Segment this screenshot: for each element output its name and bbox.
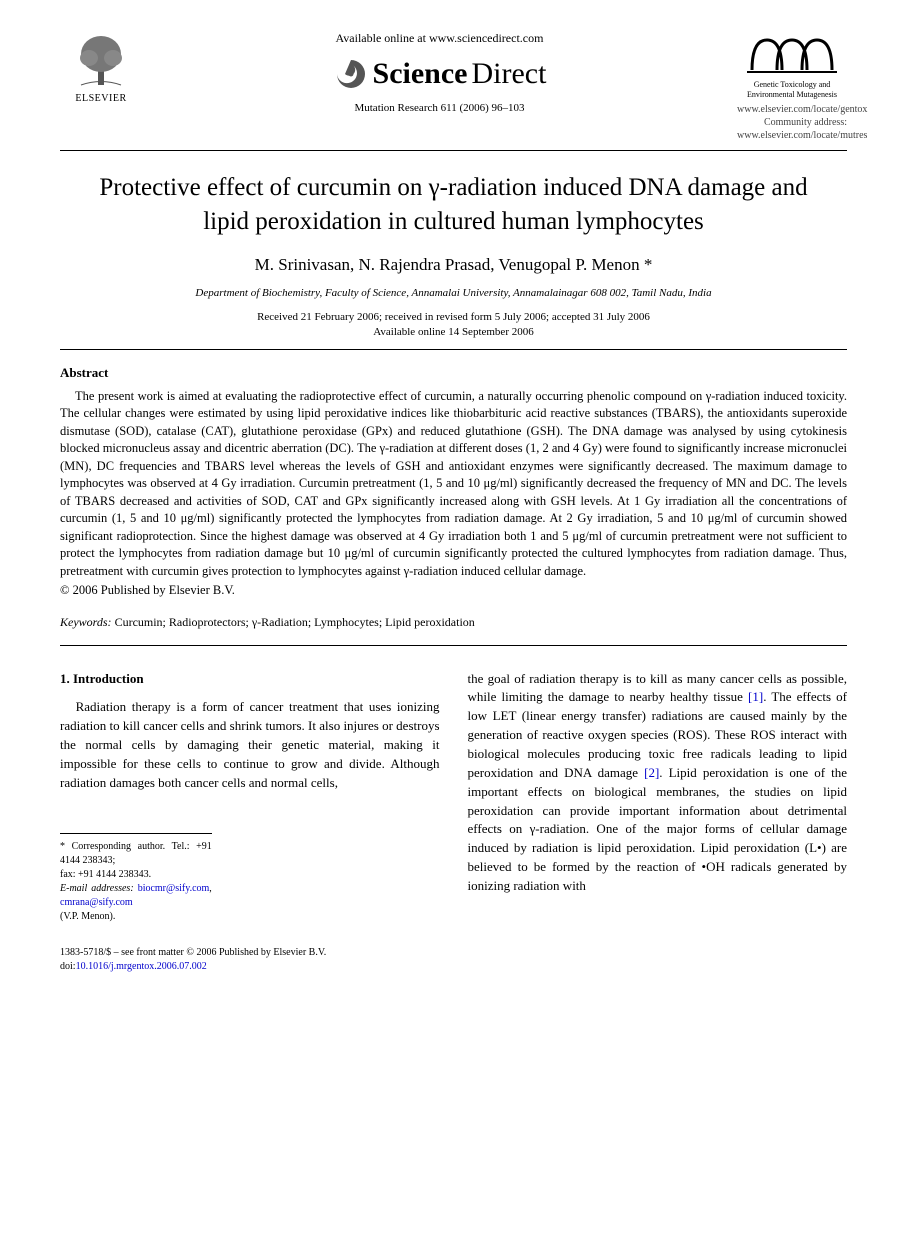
section-1-heading: 1. Introduction	[60, 670, 440, 689]
dates-received: Received 21 February 2006; received in r…	[60, 310, 847, 325]
doi-line: doi:10.1016/j.mrgentox.2006.07.002	[60, 960, 440, 974]
journal-url-2-label: Community address:	[764, 117, 847, 128]
footnote-corresponding: * Corresponding author. Tel.: +91 4144 2…	[60, 840, 212, 868]
intro-right-frag3: . Lipid peroxidation is one of the impor…	[468, 765, 848, 893]
sd-available-text: Available online at www.sciencedirect.co…	[142, 30, 737, 47]
footnote-email-sep: ,	[209, 883, 212, 894]
corresponding-mark: *	[644, 255, 653, 274]
footnote-fax: fax: +91 4144 238343.	[60, 868, 212, 882]
footnote-emails: E-mail addresses: biocmr@sify.com, cmran…	[60, 882, 212, 910]
journal-mark-icon	[737, 30, 847, 78]
header-row: ELSEVIER Available online at www.science…	[60, 30, 847, 142]
footnote-email-label: E-mail addresses:	[60, 883, 134, 894]
abstract-heading: Abstract	[60, 364, 847, 382]
rule-after-keywords	[60, 645, 847, 646]
body-columns: 1. Introduction Radiation therapy is a f…	[60, 670, 847, 974]
journal-subtitle: Genetic Toxicology and Environmental Mut…	[737, 80, 847, 99]
footnote-email-2[interactable]: cmrana@sify.com	[60, 897, 133, 908]
rule-before-abstract	[60, 349, 847, 350]
article-dates: Received 21 February 2006; received in r…	[60, 310, 847, 341]
journal-logo-block: Genetic Toxicology and Environmental Mut…	[737, 30, 847, 142]
column-right: the goal of radiation therapy is to kill…	[468, 670, 848, 974]
sciencedirect-block: Available online at www.sciencedirect.co…	[142, 30, 737, 116]
ref-link-2[interactable]: [2]	[644, 765, 659, 780]
keywords-line: Keywords: Curcumin; Radioprotectors; γ-R…	[60, 614, 847, 631]
column-left: 1. Introduction Radiation therapy is a f…	[60, 670, 440, 974]
doi-label: doi:	[60, 961, 76, 972]
authors-names: M. Srinivasan, N. Rajendra Prasad, Venug…	[255, 255, 640, 274]
keywords-label: Keywords:	[60, 615, 112, 629]
copyright-line: © 2006 Published by Elsevier B.V.	[60, 582, 847, 600]
authors-line: M. Srinivasan, N. Rajendra Prasad, Venug…	[60, 253, 847, 277]
journal-url-1[interactable]: www.elsevier.com/locate/gentox	[737, 103, 847, 116]
footnotes-block: * Corresponding author. Tel.: +91 4144 2…	[60, 833, 212, 924]
affiliation: Department of Biochemistry, Faculty of S…	[60, 286, 847, 301]
front-matter-line: 1383-5718/$ – see front matter © 2006 Pu…	[60, 946, 440, 960]
journal-url-2-link[interactable]: www.elsevier.com/locate/mutres	[737, 130, 867, 141]
sd-swirl-icon	[333, 56, 369, 92]
intro-paragraph-left: Radiation therapy is a form of cancer tr…	[60, 698, 440, 792]
doi-link[interactable]: 10.1016/j.mrgentox.2006.07.002	[76, 961, 207, 972]
footnote-author-name: (V.P. Menon).	[60, 910, 212, 924]
rule-top	[60, 150, 847, 151]
sd-name-light: Direct	[472, 53, 547, 95]
dates-online: Available online 14 September 2006	[60, 325, 847, 340]
journal-urls: www.elsevier.com/locate/gentox Community…	[737, 103, 847, 142]
elsevier-label: ELSEVIER	[75, 92, 126, 106]
intro-paragraph-right: the goal of radiation therapy is to kill…	[468, 670, 848, 896]
journal-reference: Mutation Research 611 (2006) 96–103	[142, 101, 737, 116]
journal-url-2: Community address: www.elsevier.com/loca…	[737, 116, 847, 142]
doi-block: 1383-5718/$ – see front matter © 2006 Pu…	[60, 946, 440, 974]
abstract-body: The present work is aimed at evaluating …	[60, 388, 847, 581]
elsevier-logo: ELSEVIER	[60, 30, 142, 106]
article-title: Protective effect of curcumin on γ-radia…	[90, 171, 817, 239]
keywords-text: Curcumin; Radioprotectors; γ-Radiation; …	[115, 615, 475, 629]
sd-name-bold: Science	[373, 53, 468, 95]
sciencedirect-logo: ScienceDirect	[142, 53, 737, 95]
ref-link-1[interactable]: [1]	[748, 689, 763, 704]
footnote-email-1[interactable]: biocmr@sify.com	[138, 883, 210, 894]
elsevier-tree-icon	[71, 30, 131, 90]
